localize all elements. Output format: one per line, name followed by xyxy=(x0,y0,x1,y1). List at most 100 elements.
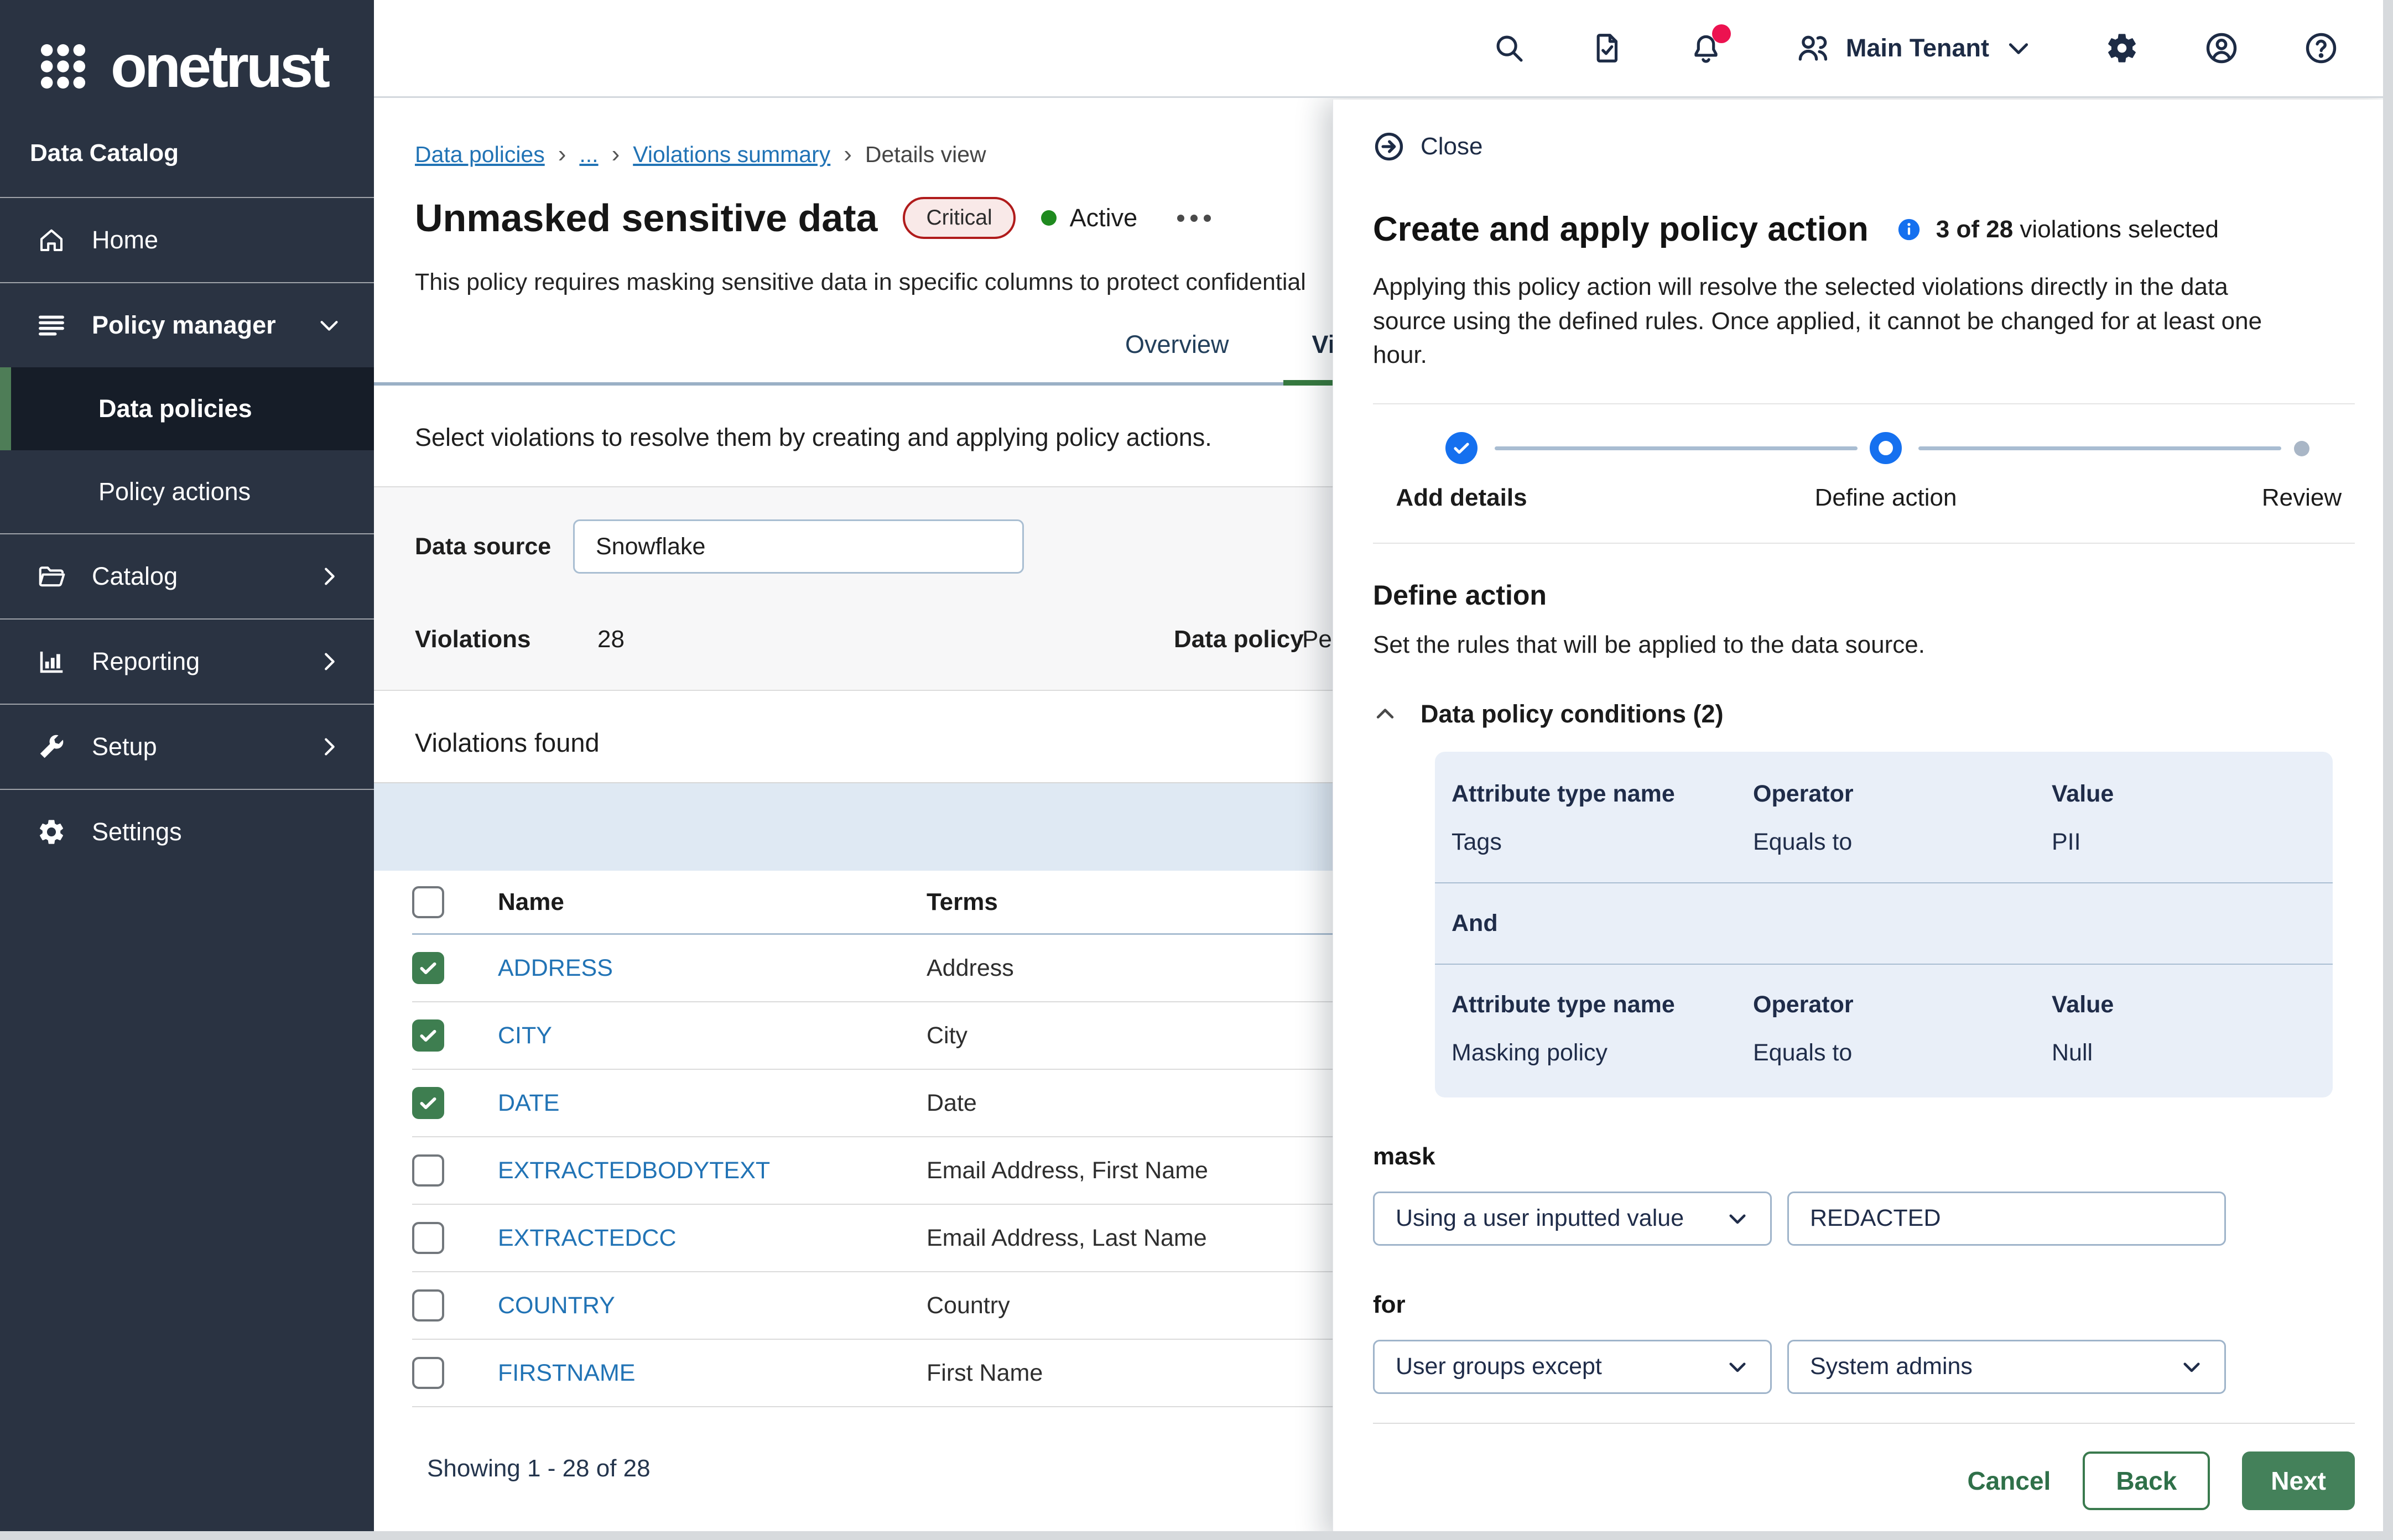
for-groups-select[interactable]: System admins xyxy=(1787,1339,2226,1394)
step-define-action: Define action xyxy=(1814,483,1957,511)
sidebar-item-settings[interactable]: Settings xyxy=(0,790,374,874)
violation-name-link[interactable]: EXTRACTEDCC xyxy=(498,1224,677,1251)
row-checkbox[interactable] xyxy=(412,1289,444,1322)
violation-name-link[interactable]: CITY xyxy=(498,1022,552,1049)
search-icon[interactable] xyxy=(1492,31,1526,65)
sidebar-divider xyxy=(0,197,374,198)
close-panel-button[interactable]: Close xyxy=(1373,131,1483,163)
cond-value: Null xyxy=(2052,1039,2093,1066)
select-all-checkbox[interactable] xyxy=(412,886,444,918)
wrench-icon xyxy=(37,732,66,762)
sidebar-item-catalog[interactable]: Catalog xyxy=(0,534,374,618)
sidebar-divider xyxy=(0,704,374,705)
cancel-button[interactable]: Cancel xyxy=(1967,1466,2051,1495)
notifications-bell-icon[interactable] xyxy=(1689,24,1731,65)
mask-label: mask xyxy=(1373,1142,1435,1170)
violation-name-link[interactable]: DATE xyxy=(498,1089,560,1116)
stepper: Add details Define action Review xyxy=(1373,403,2355,544)
sidebar-item-reporting[interactable]: Reporting xyxy=(0,620,374,704)
selection-info: 3 of 28 violations selected xyxy=(1896,216,2219,243)
row-checkbox[interactable] xyxy=(412,1019,444,1052)
violations-count: 28 xyxy=(597,626,625,653)
violation-terms: Date xyxy=(927,1089,977,1116)
violation-terms: City xyxy=(927,1022,968,1049)
step-review: Review xyxy=(2261,483,2342,511)
row-checkbox[interactable] xyxy=(412,952,444,984)
step-upcoming-icon xyxy=(2294,440,2309,456)
column-header-terms: Terms xyxy=(927,888,998,915)
product-name: Data Catalog xyxy=(30,139,179,167)
row-checkbox[interactable] xyxy=(412,1154,444,1187)
row-checkbox[interactable] xyxy=(412,1357,444,1389)
conditions-collapse-toggle[interactable]: Data policy conditions (2) xyxy=(1373,700,2355,729)
data-policy-label: Data policy xyxy=(1174,626,1304,653)
define-action-title: Define action xyxy=(1373,579,1547,611)
next-button[interactable]: Next xyxy=(2242,1451,2355,1510)
chevron-up-icon xyxy=(1373,702,1397,726)
chevron-right-icon xyxy=(316,564,342,589)
document-check-icon[interactable] xyxy=(1590,31,1625,65)
violation-name-link[interactable]: ADDRESS xyxy=(498,954,613,981)
breadcrumb-data-policies[interactable]: Data policies xyxy=(415,141,545,167)
violation-name-link[interactable]: COUNTRY xyxy=(498,1292,615,1319)
back-button[interactable]: Back xyxy=(2083,1451,2210,1510)
severity-badge: Critical xyxy=(903,197,1016,239)
top-bar: Main Tenant xyxy=(374,0,2393,98)
data-source-input[interactable] xyxy=(573,519,1024,574)
sidebar-item-home[interactable]: Home xyxy=(0,198,374,282)
row-checkbox[interactable] xyxy=(412,1222,444,1254)
sidebar-item-policy-actions[interactable]: Policy actions xyxy=(98,477,251,506)
sidebar-item-setup[interactable]: Setup xyxy=(0,705,374,789)
active-status-dot xyxy=(1041,210,1057,226)
conditions-card: Attribute type name Operator Value Tags … xyxy=(1435,751,2333,1097)
sidebar-item-data-policies[interactable]: Data policies xyxy=(0,367,374,450)
vertical-scrollbar[interactable] xyxy=(2383,0,2393,1540)
define-action-subtitle: Set the rules that will be applied to th… xyxy=(1373,631,1925,658)
breadcrumb-separator: › xyxy=(558,141,566,168)
cond-header-attribute: Attribute type name xyxy=(1452,991,1675,1018)
horizontal-scrollbar[interactable] xyxy=(0,1531,2393,1540)
account-icon[interactable] xyxy=(2204,30,2239,66)
step-connector xyxy=(1918,446,2281,450)
step-active-icon xyxy=(1870,431,1902,464)
breadcrumb-separator: › xyxy=(844,141,852,168)
sidebar: onetrust Data Catalog Home Policy manage… xyxy=(0,0,374,1540)
help-icon[interactable] xyxy=(2303,30,2339,66)
notification-badge xyxy=(1711,24,1731,43)
tenant-switcher[interactable]: Main Tenant xyxy=(1795,30,2032,66)
breadcrumb-violations-summary[interactable]: Violations summary xyxy=(633,141,831,167)
sidebar-item-policy-manager[interactable]: Policy manager xyxy=(0,283,374,367)
cond-attribute: Tags xyxy=(1452,828,1502,855)
for-label: for xyxy=(1373,1291,1406,1318)
settings-gear-icon[interactable] xyxy=(2104,30,2140,66)
conditions-joiner: And xyxy=(1452,909,1498,937)
chevron-down-icon xyxy=(1726,1207,1749,1230)
chevron-right-icon xyxy=(316,649,342,674)
sidebar-divider xyxy=(0,533,374,534)
chevron-down-icon xyxy=(2180,1355,2203,1378)
cond-header-operator: Operator xyxy=(1753,991,1854,1018)
sidebar-divider xyxy=(0,282,374,283)
panel-description: Applying this policy action will resolve… xyxy=(1373,273,2262,369)
row-checkbox[interactable] xyxy=(412,1087,444,1119)
chevron-down-icon xyxy=(316,313,342,338)
for-type-select[interactable]: User groups except xyxy=(1373,1339,1772,1394)
breadcrumb-ellipsis[interactable]: ... xyxy=(579,141,599,167)
cond-value: PII xyxy=(2052,828,2081,855)
violation-terms: First Name xyxy=(927,1359,1043,1386)
table-row: EXTRACTEDBODYTEXT Email Address, First N… xyxy=(412,1137,2393,1205)
bar-chart-icon xyxy=(37,647,66,677)
violation-name-link[interactable]: EXTRACTEDBODYTEXT xyxy=(498,1157,771,1184)
mask-value-input[interactable] xyxy=(1787,1191,2226,1246)
panel-title: Create and apply policy action xyxy=(1373,210,1869,248)
mask-type-select[interactable]: Using a user inputted value xyxy=(1373,1191,1772,1246)
violation-name-link[interactable]: FIRSTNAME xyxy=(498,1359,636,1386)
cond-header-attribute: Attribute type name xyxy=(1452,780,1675,807)
breadcrumb-current: Details view xyxy=(865,141,986,167)
info-icon xyxy=(1896,217,1922,242)
brand-logo[interactable]: onetrust xyxy=(0,0,374,96)
tab-overview[interactable]: Overview xyxy=(1125,330,1229,358)
violation-terms: Email Address, Last Name xyxy=(927,1224,1207,1251)
more-actions-button[interactable] xyxy=(1177,214,1211,222)
step-add-details: Add details xyxy=(1396,483,1527,511)
